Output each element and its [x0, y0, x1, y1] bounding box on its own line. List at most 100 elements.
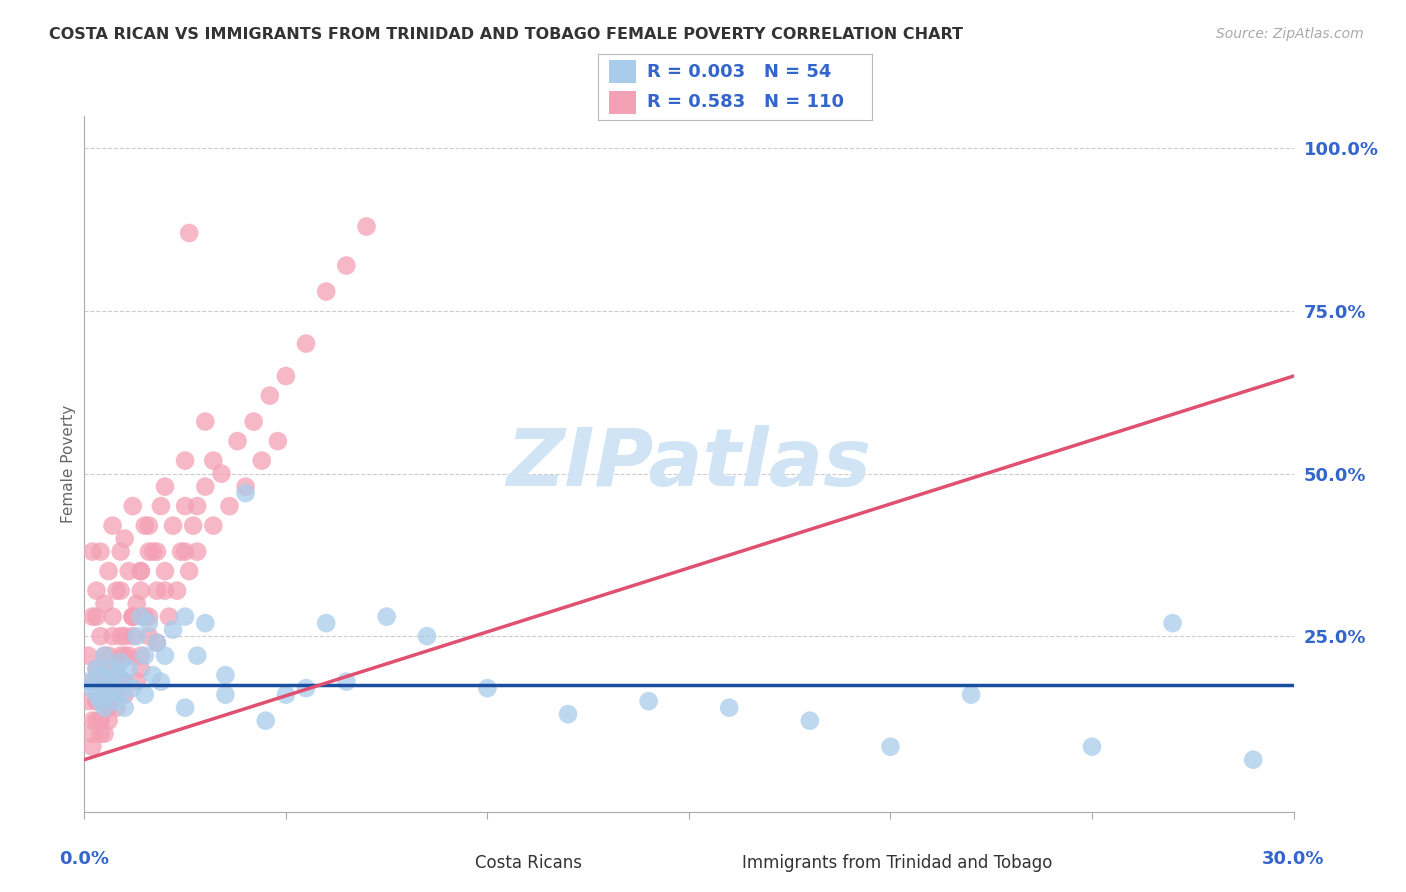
Point — [89, 668, 111, 682]
Point — [209, 467, 232, 481]
Point — [89, 674, 111, 689]
Point — [110, 655, 132, 669]
Point — [186, 648, 208, 663]
Point — [93, 597, 115, 611]
Point — [101, 629, 124, 643]
Point — [121, 609, 143, 624]
Point — [121, 609, 143, 624]
Point — [274, 688, 297, 702]
Point — [93, 694, 115, 708]
Point — [129, 662, 152, 676]
Text: Source: ZipAtlas.com: Source: ZipAtlas.com — [1216, 27, 1364, 41]
Point — [110, 583, 132, 598]
Point — [134, 648, 156, 663]
Point — [101, 688, 124, 702]
Point — [110, 648, 132, 663]
Point — [202, 518, 225, 533]
Point — [179, 226, 201, 240]
Point — [250, 453, 273, 467]
Text: COSTA RICAN VS IMMIGRANTS FROM TRINIDAD AND TOBAGO FEMALE POVERTY CORRELATION CH: COSTA RICAN VS IMMIGRANTS FROM TRINIDAD … — [49, 27, 963, 42]
Point — [118, 648, 141, 663]
Point — [142, 544, 165, 558]
Point — [101, 609, 124, 624]
Point — [960, 688, 983, 702]
Point — [174, 453, 197, 467]
Point — [114, 674, 136, 689]
Point — [557, 707, 579, 722]
Point — [86, 609, 108, 624]
Point — [101, 662, 124, 676]
Point — [93, 648, 115, 663]
Point — [121, 609, 143, 624]
Point — [110, 674, 132, 689]
Point — [110, 544, 132, 558]
Point — [101, 681, 124, 695]
Point — [118, 662, 141, 676]
Point — [138, 518, 160, 533]
Point — [125, 629, 148, 643]
Point — [86, 688, 108, 702]
Point — [170, 544, 193, 558]
Point — [86, 662, 108, 676]
Point — [235, 486, 257, 500]
Point — [146, 635, 169, 649]
Point — [153, 480, 176, 494]
Point — [153, 564, 176, 578]
Point — [315, 285, 337, 299]
Point — [97, 688, 120, 702]
Point — [97, 564, 120, 578]
Point — [105, 688, 128, 702]
Point — [121, 629, 143, 643]
Point — [138, 616, 160, 631]
Point — [879, 739, 901, 754]
Point — [166, 583, 188, 598]
Point — [194, 480, 217, 494]
Point — [93, 674, 115, 689]
Point — [125, 597, 148, 611]
Point — [101, 518, 124, 533]
Point — [174, 544, 197, 558]
Point — [82, 681, 104, 695]
Point — [153, 648, 176, 663]
Point — [114, 674, 136, 689]
Point — [86, 694, 108, 708]
Point — [121, 681, 143, 695]
Point — [477, 681, 499, 695]
Point — [89, 727, 111, 741]
Point — [138, 629, 160, 643]
Point — [129, 564, 152, 578]
Point — [82, 739, 104, 754]
Point — [181, 518, 204, 533]
Point — [162, 518, 184, 533]
Point — [118, 564, 141, 578]
Point — [129, 648, 152, 663]
Point — [114, 688, 136, 702]
Point — [93, 727, 115, 741]
Point — [89, 714, 111, 728]
Point — [1161, 616, 1184, 631]
Point — [86, 694, 108, 708]
Point — [134, 609, 156, 624]
Point — [86, 662, 108, 676]
Point — [149, 674, 172, 689]
Point — [93, 700, 115, 714]
Point — [146, 635, 169, 649]
Point — [149, 499, 172, 513]
Point — [86, 714, 108, 728]
Point — [157, 609, 180, 624]
Point — [97, 648, 120, 663]
Point — [315, 616, 337, 631]
Point — [1081, 739, 1104, 754]
Point — [129, 609, 152, 624]
Point — [89, 629, 111, 643]
Point — [254, 714, 277, 728]
Point — [186, 499, 208, 513]
Point — [97, 674, 120, 689]
Point — [162, 623, 184, 637]
Point — [295, 681, 318, 695]
Point — [114, 532, 136, 546]
Point — [105, 700, 128, 714]
Point — [105, 668, 128, 682]
Text: 30.0%: 30.0% — [1263, 850, 1324, 868]
Point — [110, 629, 132, 643]
